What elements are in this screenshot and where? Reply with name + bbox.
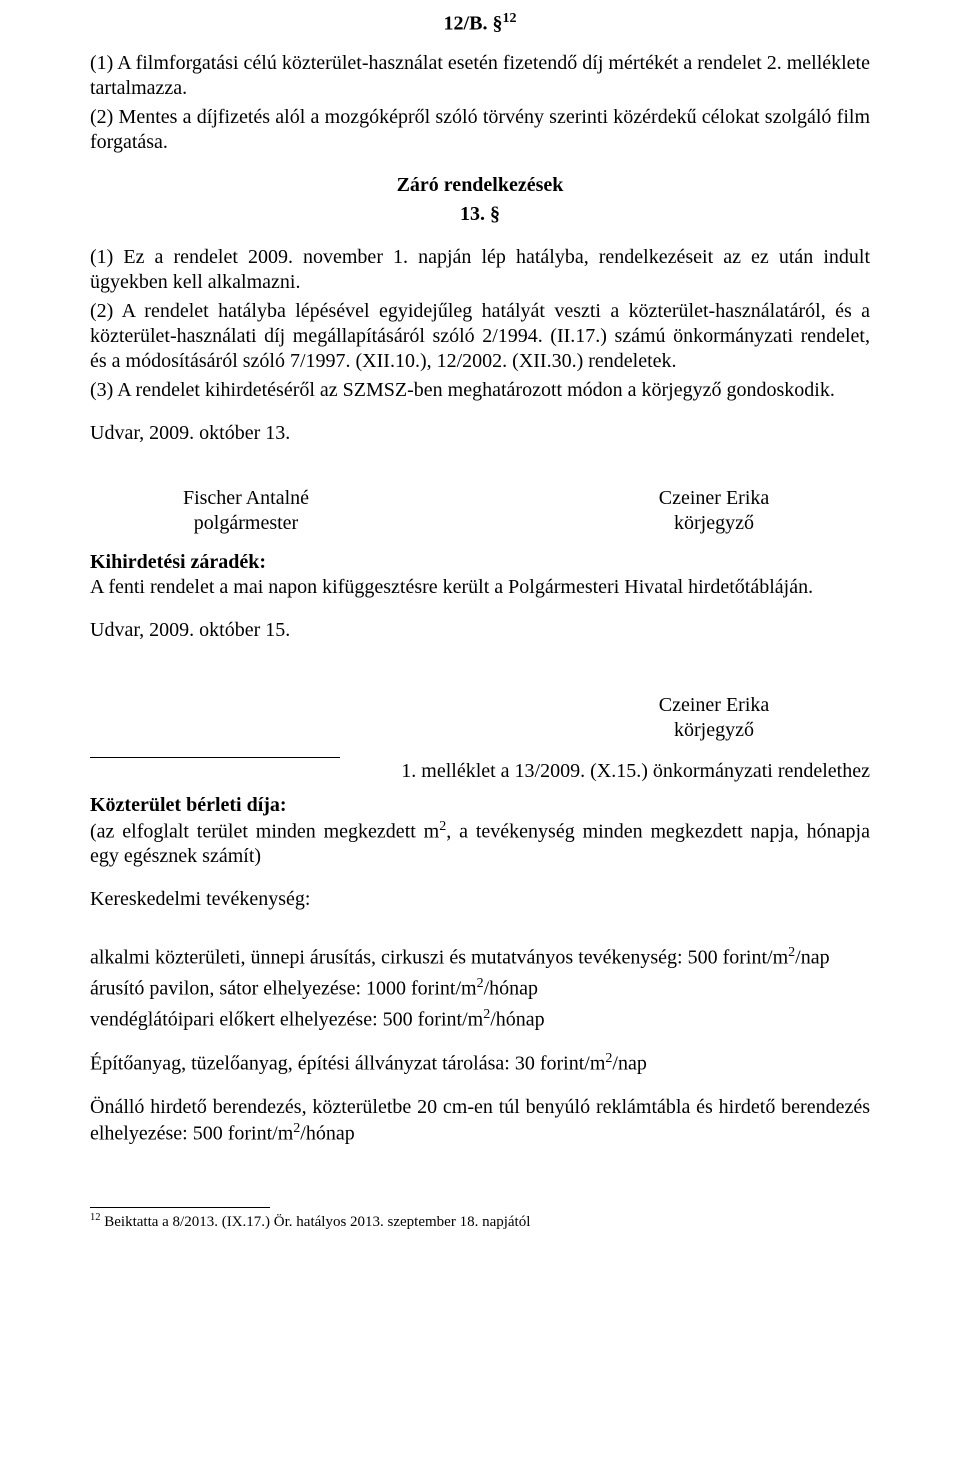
fees-heading-block: Közterület bérleti díja: (az elfoglalt t… — [90, 793, 870, 870]
attachment-reference: 1. melléklet a 13/2009. (X.15.) önkormán… — [90, 760, 870, 783]
fee-line-5a: Önálló hirdető berendezés, közterületbe … — [90, 1096, 870, 1145]
fees-heading: Közterület bérleti díja: — [90, 794, 287, 816]
closing-heading-line2: 13. § — [90, 202, 870, 227]
closing-heading-line1: Záró rendelkezések — [90, 173, 870, 198]
signature-left: Fischer Antalné polgármester — [90, 486, 402, 536]
kihirdetesi-heading: Kihirdetési záradék: — [90, 551, 266, 573]
commercial-heading: Kereskedelmi tevékenység: — [90, 887, 870, 912]
fee-line-1: alkalmi közterületi, ünnepi árusítás, ci… — [90, 944, 870, 971]
signature-right: Czeiner Erika körjegyző — [558, 486, 870, 536]
heading-text: 12/B. § — [444, 13, 503, 35]
paragraph-1: (1) A filmforgatási célú közterület-hasz… — [90, 51, 870, 101]
sig-right-title: körjegyző — [558, 511, 870, 536]
footnote-separator — [90, 1207, 270, 1208]
fees-intro-1: (az elfoglalt terület minden megkezdett … — [90, 820, 439, 842]
sig2-title: körjegyző — [558, 718, 870, 743]
fee-line-5: Önálló hirdető berendezés, közterületbe … — [90, 1095, 870, 1147]
fee-line-3b: /hónap — [490, 1008, 544, 1030]
signature-2: Czeiner Erika körjegyző — [558, 693, 870, 743]
fee-line-1b: /nap — [795, 947, 829, 969]
fee-line-2b: /hónap — [484, 978, 538, 1000]
fee-line-2a: árusító pavilon, sátor elhelyezése: 1000… — [90, 978, 477, 1000]
paragraph-2: (2) Mentes a díjfizetés alól a mozgóképr… — [90, 105, 870, 155]
fee-line-5b: /hónap — [300, 1123, 354, 1145]
sig-left-title: polgármester — [90, 511, 402, 536]
date-1: Udvar, 2009. október 13. — [90, 421, 870, 446]
paragraph-4: (2) A rendelet hatályba lépésével egyide… — [90, 299, 870, 374]
footnote-12: 12 Beiktatta a 8/2013. (IX.17.) Ör. hatá… — [90, 1212, 870, 1231]
fee-line-3a: vendéglátóipari előkert elhelyezése: 500… — [90, 1008, 483, 1030]
sig-right-name: Czeiner Erika — [558, 486, 870, 511]
fee-line-4: Építőanyag, tüzelőanyag, építési állvány… — [90, 1050, 870, 1077]
kihirdetesi-text: A fenti rendelet a mai napon kifüggeszté… — [90, 576, 813, 598]
section-heading-12b: 12/B. §12 — [90, 10, 870, 37]
document-page: 12/B. §12 (1) A filmforgatási célú közte… — [0, 0, 960, 1476]
fee-line-2: árusító pavilon, sátor elhelyezése: 1000… — [90, 975, 870, 1002]
signature-row: Fischer Antalné polgármester Czeiner Eri… — [90, 486, 870, 536]
fee-line-3: vendéglátóipari előkert elhelyezése: 500… — [90, 1006, 870, 1033]
kihirdetesi-block: Kihirdetési záradék: A fenti rendelet a … — [90, 550, 870, 600]
fee-line-1a: alkalmi közterületi, ünnepi árusítás, ci… — [90, 947, 788, 969]
paragraph-3: (1) Ez a rendelet 2009. november 1. napj… — [90, 245, 870, 295]
date-2: Udvar, 2009. október 15. — [90, 618, 870, 643]
sig2-name: Czeiner Erika — [558, 693, 870, 718]
sup-2b: 2 — [477, 976, 484, 991]
sig-left-name: Fischer Antalné — [90, 486, 402, 511]
fee-line-4a: Építőanyag, tüzelőanyag, építési állvány… — [90, 1053, 605, 1075]
footnote-sup: 12 — [90, 1212, 101, 1223]
divider-line — [90, 757, 340, 758]
paragraph-5: (3) A rendelet kihirdetéséről az SZMSZ-b… — [90, 378, 870, 403]
heading-superscript: 12 — [502, 11, 516, 26]
footnote-text: Beiktatta a 8/2013. (IX.17.) Ör. hatályo… — [101, 1214, 531, 1230]
fee-line-4b: /nap — [612, 1053, 646, 1075]
